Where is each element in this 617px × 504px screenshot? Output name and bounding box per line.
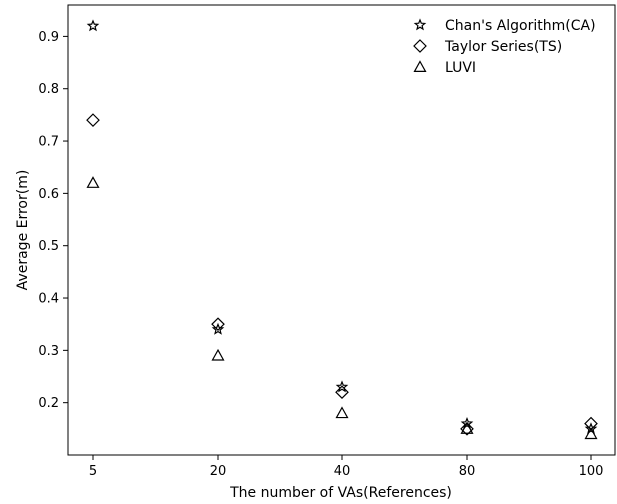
x-tick-label: 20 <box>210 464 227 479</box>
data-point-star <box>584 422 598 435</box>
x-axis-label: The number of VAs(References) <box>229 485 452 501</box>
data-point-star <box>86 19 100 32</box>
y-tick-label: 0.3 <box>38 344 59 359</box>
y-tick-label: 0.8 <box>38 82 59 97</box>
x-axis-ticks: 5 20 40 80 100 <box>89 455 604 479</box>
data-point-triangle <box>86 176 100 188</box>
legend: Chan's Algorithm(CA) Taylor Series(TS) LUV… <box>413 18 596 76</box>
data-point-diamond <box>460 421 474 436</box>
data-points <box>86 19 598 440</box>
legend-label: Taylor Series(TS) <box>444 39 562 55</box>
x-tick-label: 40 <box>334 464 351 479</box>
x-tick-label: 100 <box>579 464 604 479</box>
data-point-triangle <box>211 348 225 361</box>
x-tick-label: 5 <box>89 464 97 479</box>
y-tick-label: 0.4 <box>38 292 59 307</box>
y-tick-label: 0.2 <box>38 396 59 411</box>
legend-label: LUVI <box>445 60 476 76</box>
data-point-star <box>460 416 474 429</box>
y-tick-label: 0.7 <box>38 135 59 150</box>
y-axis-label: Average Error(m) <box>15 170 31 291</box>
legend-marker-star <box>413 18 427 31</box>
data-point-diamond <box>335 385 349 400</box>
data-point-star <box>335 380 349 393</box>
data-point-triangle <box>584 427 598 440</box>
y-tick-label: 0.6 <box>38 187 59 202</box>
y-axis-ticks: 0.2 0.3 0.4 0.5 0.6 0.7 0.8 0.9 <box>38 30 68 411</box>
legend-marker-triangle <box>413 60 427 73</box>
legend-label: Chan's Algorithm(CA) <box>445 18 596 34</box>
y-tick-label: 0.9 <box>38 30 59 45</box>
data-point-triangle <box>335 406 349 419</box>
data-point-diamond <box>86 113 100 127</box>
legend-marker-diamond <box>413 39 427 53</box>
y-tick-label: 0.5 <box>38 239 59 254</box>
data-point-diamond <box>211 317 225 332</box>
data-point-star <box>211 322 225 335</box>
x-tick-label: 80 <box>459 464 476 479</box>
data-point-triangle <box>460 422 474 434</box>
